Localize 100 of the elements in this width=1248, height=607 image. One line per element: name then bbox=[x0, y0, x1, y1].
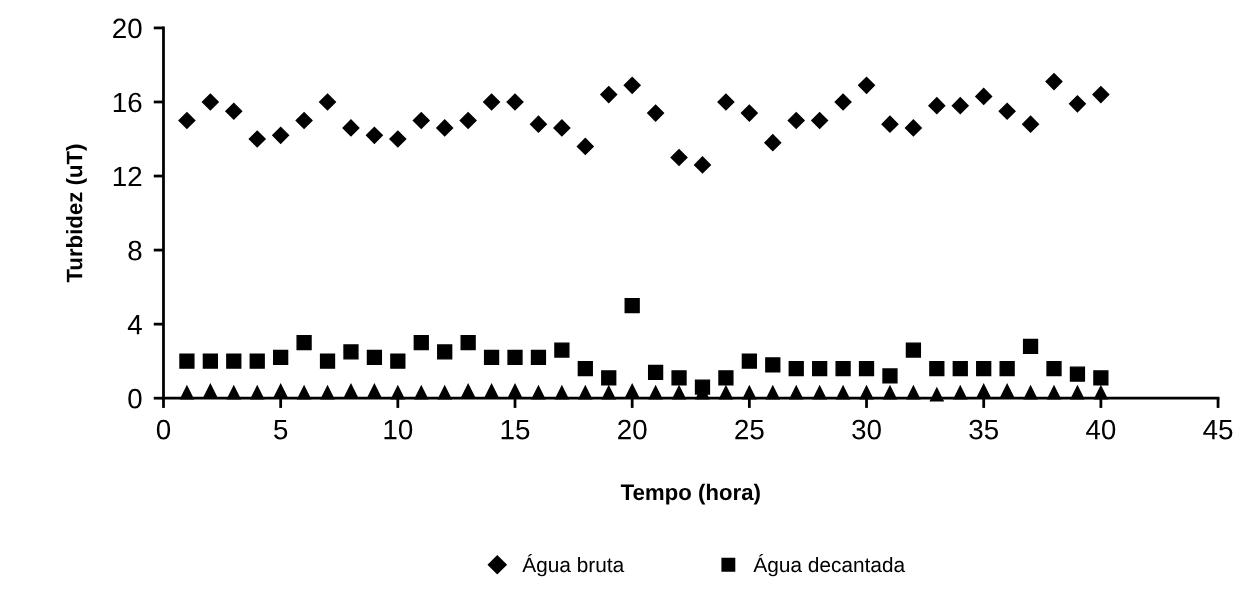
y-tick-label: 0 bbox=[128, 388, 142, 409]
point bbox=[484, 383, 499, 398]
point bbox=[1046, 360, 1062, 377]
point bbox=[577, 360, 593, 377]
point bbox=[201, 93, 219, 111]
point bbox=[601, 370, 617, 386]
y-tick-label: 12 bbox=[113, 166, 142, 187]
point bbox=[413, 335, 429, 351]
y-tick-label: 8 bbox=[128, 240, 142, 261]
point bbox=[835, 360, 851, 377]
x-tick-label: 30 bbox=[852, 419, 881, 440]
point bbox=[857, 76, 876, 94]
point bbox=[296, 335, 312, 351]
point bbox=[1045, 73, 1063, 91]
x-tick-label: 5 bbox=[274, 420, 288, 440]
point bbox=[295, 111, 313, 130]
point bbox=[741, 353, 757, 369]
point bbox=[834, 93, 852, 111]
point bbox=[366, 349, 383, 366]
point bbox=[342, 119, 360, 137]
x-tick-label: 40 bbox=[1086, 419, 1116, 440]
point bbox=[272, 126, 290, 144]
point bbox=[461, 383, 476, 398]
point bbox=[647, 104, 665, 122]
point bbox=[1068, 95, 1086, 113]
point bbox=[788, 360, 804, 377]
point bbox=[437, 344, 453, 360]
point bbox=[671, 370, 687, 386]
point bbox=[530, 349, 547, 366]
x-tick-label: 15 bbox=[501, 420, 530, 440]
legend-label: Água bruta bbox=[522, 553, 625, 577]
point bbox=[460, 335, 476, 351]
point bbox=[812, 360, 828, 377]
point bbox=[740, 104, 758, 122]
point bbox=[647, 364, 664, 380]
point bbox=[904, 119, 922, 137]
point bbox=[811, 111, 829, 130]
point bbox=[436, 119, 454, 137]
y-tick-label: 4 bbox=[127, 315, 142, 335]
point bbox=[1000, 383, 1015, 398]
point bbox=[508, 383, 522, 398]
point bbox=[717, 93, 735, 111]
x-tick-label: 0 bbox=[156, 419, 171, 440]
point bbox=[693, 156, 712, 174]
point bbox=[178, 111, 196, 130]
point bbox=[367, 383, 382, 398]
point bbox=[365, 126, 383, 144]
point bbox=[1093, 370, 1109, 386]
point bbox=[1022, 115, 1040, 133]
point bbox=[576, 137, 594, 155]
point bbox=[951, 97, 969, 115]
point bbox=[858, 360, 875, 377]
point bbox=[1069, 366, 1086, 382]
y-tick-label: 20 bbox=[113, 18, 142, 39]
point bbox=[998, 102, 1016, 120]
point bbox=[507, 349, 523, 366]
point bbox=[390, 353, 406, 369]
point bbox=[319, 353, 336, 369]
point bbox=[765, 357, 781, 373]
x-tick-label: 35 bbox=[969, 419, 998, 440]
point bbox=[529, 115, 547, 133]
x-axis-title: Tempo (hora) bbox=[620, 483, 760, 505]
point bbox=[952, 360, 968, 377]
point bbox=[343, 344, 359, 360]
point bbox=[483, 93, 501, 111]
point bbox=[975, 87, 993, 105]
point bbox=[928, 97, 946, 115]
x-tick-label: 20 bbox=[618, 419, 647, 440]
point bbox=[929, 360, 945, 377]
point bbox=[623, 76, 641, 94]
point bbox=[273, 383, 288, 398]
point bbox=[881, 115, 899, 133]
point bbox=[999, 360, 1015, 377]
point bbox=[344, 383, 358, 398]
point bbox=[506, 93, 524, 111]
y-tick-label: 16 bbox=[113, 92, 142, 113]
x-tick-label: 10 bbox=[384, 419, 413, 440]
point bbox=[459, 111, 477, 130]
point bbox=[318, 93, 337, 111]
point bbox=[625, 383, 640, 398]
point bbox=[718, 370, 734, 386]
point bbox=[764, 134, 782, 152]
point bbox=[389, 130, 407, 148]
y-axis-title: Turbidez (uT) bbox=[66, 144, 87, 283]
point bbox=[226, 353, 242, 369]
point bbox=[670, 148, 688, 167]
point bbox=[179, 353, 195, 369]
point bbox=[1092, 86, 1110, 104]
point bbox=[203, 383, 218, 398]
point bbox=[787, 111, 805, 130]
point bbox=[600, 86, 618, 104]
point bbox=[554, 342, 570, 358]
point bbox=[553, 119, 571, 137]
point bbox=[905, 342, 922, 358]
point bbox=[882, 368, 898, 384]
point bbox=[412, 111, 430, 130]
point bbox=[273, 349, 289, 366]
point bbox=[248, 130, 266, 148]
point bbox=[1022, 338, 1039, 354]
point bbox=[225, 102, 243, 120]
